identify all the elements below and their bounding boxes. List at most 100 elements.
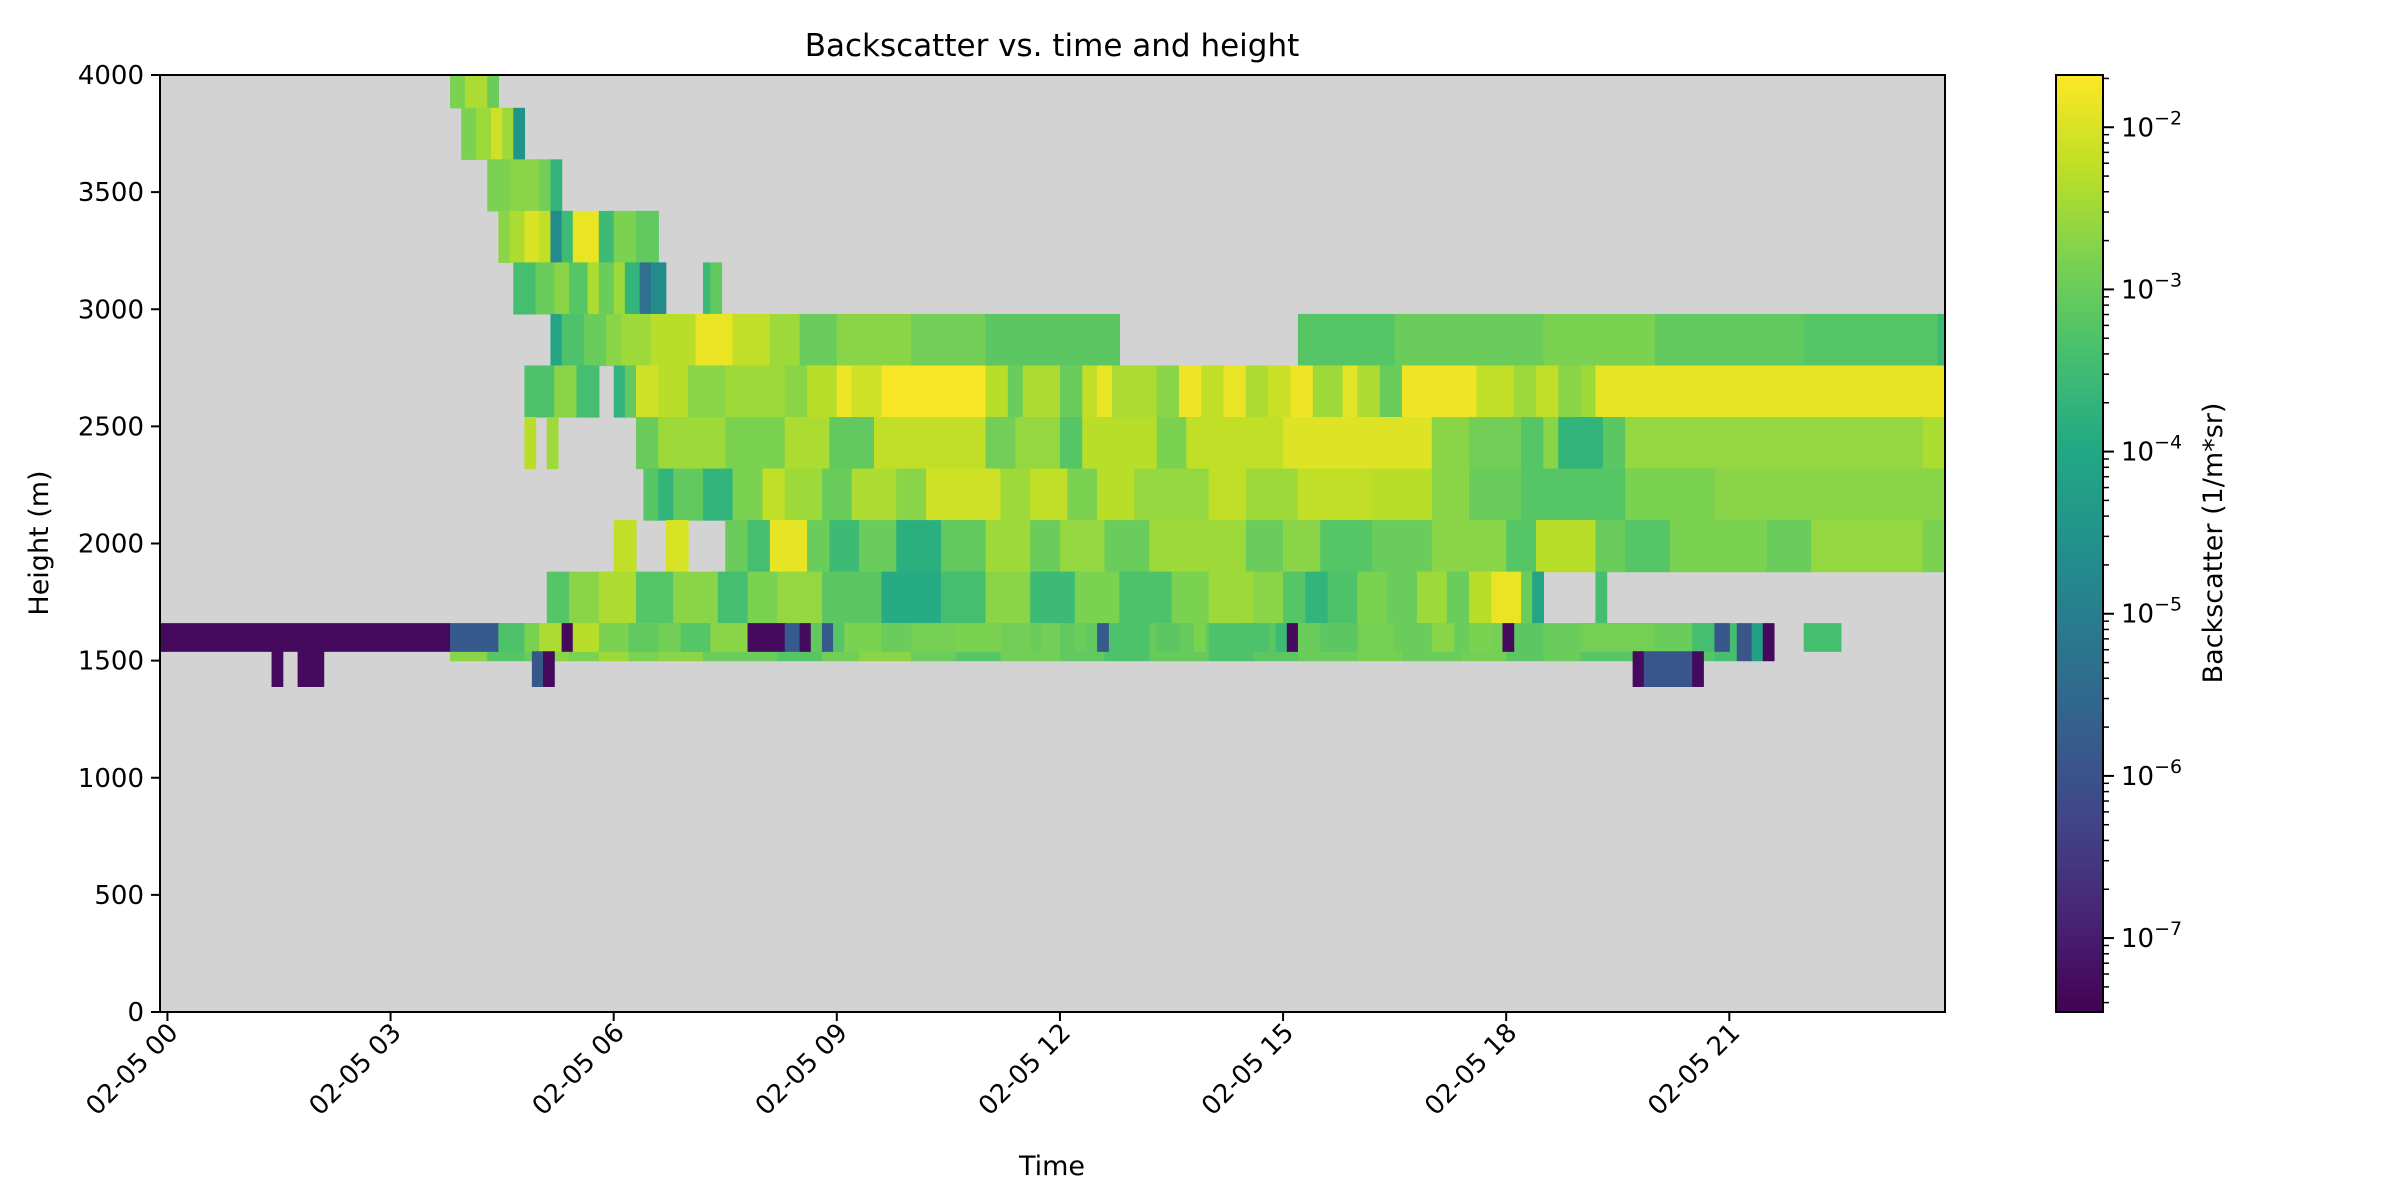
heatmap-cell: [1104, 520, 1150, 573]
heatmap-cell: [896, 520, 942, 573]
heatmap-cell: [725, 520, 749, 573]
heatmap-cell: [725, 365, 786, 418]
heatmap-cell: [639, 262, 652, 315]
heatmap-cell: [450, 623, 499, 652]
heatmap-cell: [1059, 365, 1083, 418]
y-axis: 0 500 1000 1500 2000 2500 3000 3500 4000: [78, 61, 160, 1028]
heatmap-cell: [539, 159, 552, 212]
heatmap-cell: [598, 262, 615, 315]
heatmap-cell: [160, 623, 451, 652]
heatmap-cell: [1253, 571, 1284, 624]
heatmap-cell: [1840, 468, 1946, 521]
heatmap-cell: [940, 520, 987, 573]
heatmap-cell: [1030, 468, 1068, 521]
heatmap-cell: [1297, 313, 1396, 367]
heatmap-cell: [464, 75, 488, 109]
heatmap-cell: [1669, 520, 1768, 573]
x-tick-label: 02-05 06: [527, 1018, 631, 1122]
heatmap-cell: [1015, 417, 1061, 470]
heatmap-cell: [799, 623, 812, 652]
heatmap-cell: [658, 468, 674, 521]
heatmap-cell: [985, 313, 1121, 367]
heatmap-cell: [598, 571, 637, 624]
y-tick-label: 0: [127, 998, 144, 1028]
heatmap-cell: [1208, 571, 1254, 624]
heatmap-cell: [1283, 417, 1433, 470]
heatmap-cell: [851, 365, 883, 418]
heatmap-cell: [1714, 623, 1730, 652]
heatmap-cell: [1097, 468, 1135, 521]
heatmap-cell: [717, 571, 749, 624]
heatmap-cell: [1692, 623, 1716, 652]
heatmap-cell: [561, 623, 574, 652]
heatmap-cell: [587, 262, 600, 315]
heatmap-cell: [1937, 313, 1946, 367]
heatmap-cell: [643, 468, 659, 521]
heatmap-cell: [1286, 623, 1299, 652]
heatmap-cell: [1030, 571, 1076, 624]
heatmap-cell: [524, 623, 540, 652]
y-axis-label: Height (m): [24, 470, 55, 615]
heatmap-cell: [747, 571, 778, 624]
heatmap-cell: [1245, 468, 1299, 521]
heatmap-cell: [1469, 468, 1522, 521]
y-tick-label: 1000: [78, 764, 144, 794]
heatmap-cell: [1416, 571, 1448, 624]
x-tick-label: 02-05 12: [973, 1018, 1077, 1122]
x-tick-label: 02-05 18: [1419, 1018, 1523, 1122]
heatmap-cell: [1320, 520, 1373, 573]
heatmap-cell: [606, 313, 622, 367]
heatmap-cell: [1201, 365, 1225, 418]
y-tick-label: 2000: [78, 530, 144, 560]
heatmap-cell: [1922, 417, 1946, 470]
heatmap-cell: [1208, 468, 1247, 521]
heatmap-cell: [1074, 623, 1087, 652]
heatmap-cell: [1156, 623, 1180, 652]
heatmap-cell: [1000, 468, 1031, 521]
heatmap-cell: [836, 365, 853, 418]
heatmap-cell: [502, 107, 514, 160]
heatmap-cell: [710, 262, 723, 315]
heatmap-cell: [624, 365, 637, 418]
heatmap-cell: [859, 520, 897, 573]
heatmap-cell: [926, 468, 1002, 521]
heatmap-cell: [613, 365, 626, 418]
heatmap-cell: [487, 75, 500, 109]
y-tick-label: 3000: [78, 295, 144, 325]
heatmap-cell: [1922, 520, 1946, 573]
heatmap-cell: [535, 262, 555, 315]
heatmap-cell: [1171, 571, 1210, 624]
heatmap-cell: [1543, 623, 1582, 662]
heatmap-cell: [554, 365, 578, 418]
heatmap-cell: [747, 520, 771, 573]
heatmap-cell: [821, 468, 853, 521]
heatmap-cell: [490, 107, 503, 160]
heatmap-cell: [1067, 468, 1098, 521]
heatmap-cell: [1149, 520, 1247, 573]
heatmap-cell: [636, 571, 674, 624]
heatmap-cell: [546, 417, 559, 470]
heatmap-cell: [1156, 417, 1187, 470]
heatmap-cell: [1104, 623, 1150, 662]
heatmap-cell: [1506, 520, 1537, 573]
heatmap-cell: [1119, 571, 1173, 624]
heatmap-cell: [702, 468, 734, 521]
heatmap-cell: [1811, 520, 1924, 573]
heatmap-cell: [1595, 365, 1946, 418]
heatmap-cell: [1751, 623, 1764, 662]
heatmap-cell: [1766, 520, 1812, 573]
heatmap-cell: [1431, 520, 1507, 573]
heatmap-cell: [498, 210, 511, 263]
heatmap-cell: [1268, 365, 1292, 418]
heatmap-cell: [1532, 571, 1544, 624]
heatmap-cell: [777, 571, 823, 624]
heatmap-cell: [561, 210, 574, 263]
heatmap-cell: [1342, 365, 1359, 418]
heatmap-cell: [1431, 417, 1470, 470]
heatmap-cell: [799, 313, 838, 367]
heatmap-cell: [1030, 520, 1061, 573]
heatmap-cell: [710, 623, 749, 652]
heatmap-cell: [1491, 571, 1522, 624]
colorbar-tick-label: 10−5: [2121, 594, 2182, 630]
heatmap-cell: [450, 75, 466, 109]
